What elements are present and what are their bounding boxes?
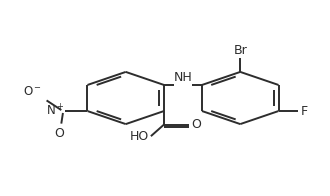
Text: $\mathregular{O}^-$: $\mathregular{O}^-$ — [23, 84, 42, 98]
Text: O: O — [55, 127, 65, 141]
Text: F: F — [301, 104, 308, 118]
Text: HO: HO — [130, 130, 149, 143]
Text: Br: Br — [233, 44, 247, 57]
Text: $\mathregular{N}^+$: $\mathregular{N}^+$ — [46, 103, 65, 119]
Text: NH: NH — [174, 71, 192, 84]
Text: O: O — [191, 118, 201, 131]
